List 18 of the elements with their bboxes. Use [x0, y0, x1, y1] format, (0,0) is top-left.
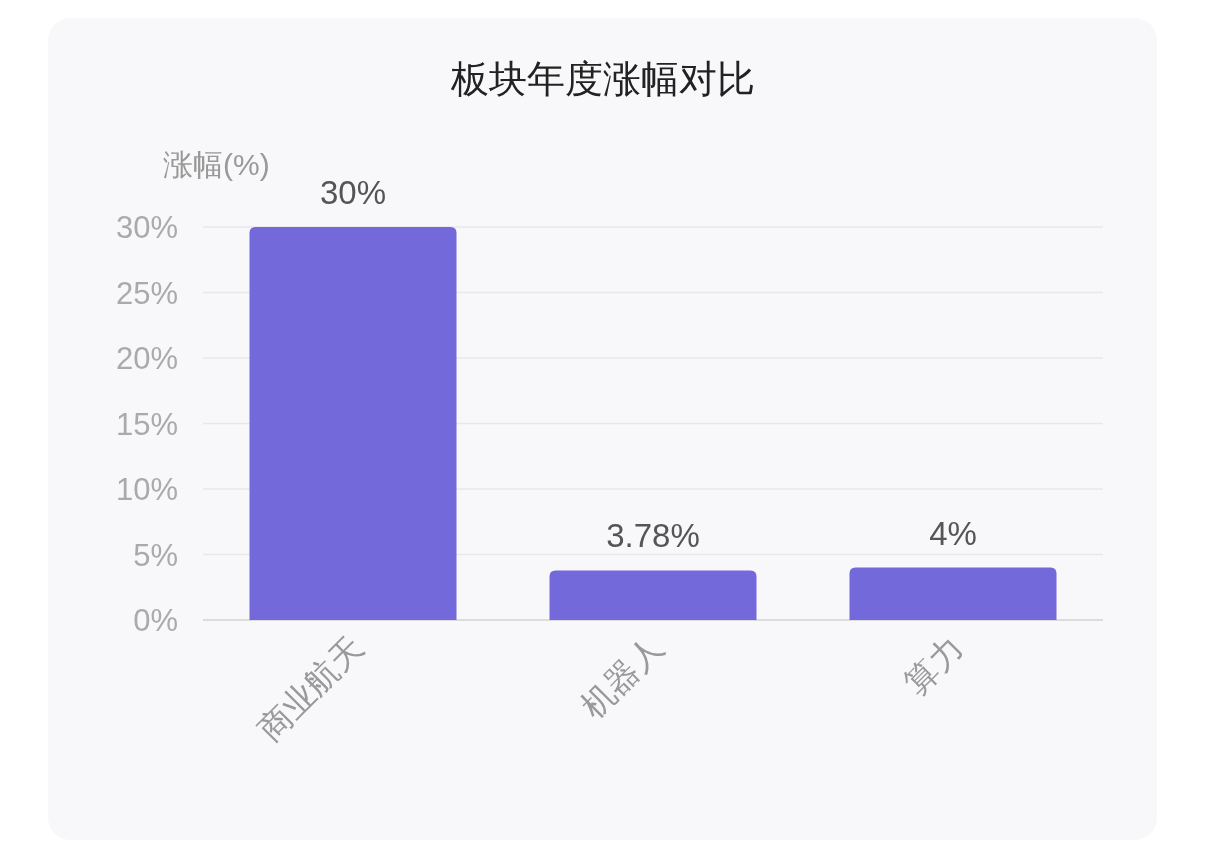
- x-tick-label: 商业航天: [250, 628, 370, 749]
- bar: [849, 567, 1057, 620]
- bar: [249, 227, 457, 620]
- data-label: 30%: [319, 174, 387, 211]
- y-tick-label: 30%: [115, 210, 178, 245]
- y-tick-label: 10%: [115, 472, 178, 507]
- x-tick-label: 机器人: [573, 628, 670, 725]
- y-axis-title: 涨幅(%): [163, 148, 270, 181]
- y-tick-label: 15%: [115, 406, 178, 442]
- y-tick-label: 25%: [115, 275, 178, 311]
- bar: [549, 570, 757, 620]
- y-tick-label: 5%: [133, 537, 178, 573]
- x-tick-label: 算力: [897, 628, 970, 702]
- y-tick-label: 20%: [115, 341, 178, 376]
- data-label: 4%: [929, 514, 977, 552]
- data-label: 3.78%: [606, 517, 700, 555]
- y-tick-label: 0%: [133, 603, 178, 638]
- chart-title: 板块年度涨幅对比: [450, 58, 755, 100]
